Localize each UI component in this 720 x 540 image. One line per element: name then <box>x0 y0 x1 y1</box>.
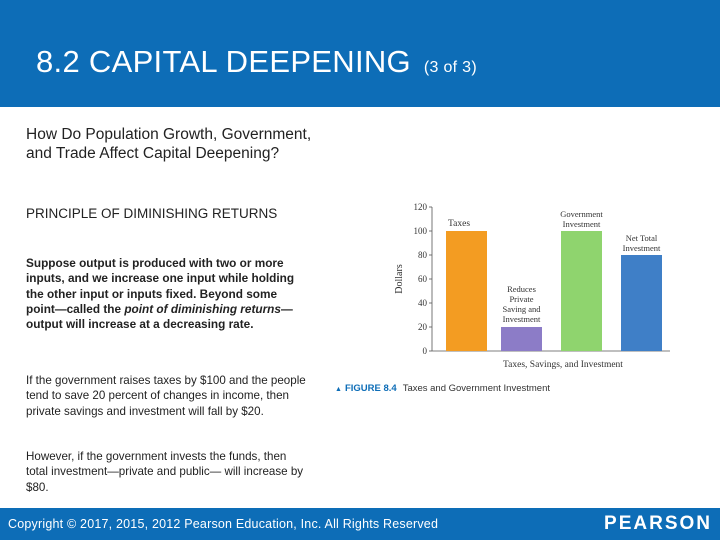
slide-title: 8.2 CAPITAL DEEPENING (3 of 3) <box>36 44 477 80</box>
slide-title-main: 8.2 CAPITAL DEEPENING <box>36 44 411 79</box>
figure-caption: ▲ FIGURE 8.4 Taxes and Government Investme… <box>335 383 635 394</box>
footer-bar: Copyright © 2017, 2015, 2012 Pearson Edu… <box>0 508 720 540</box>
pearson-logo: PEARSON <box>604 513 712 534</box>
category-label-net-line: Investment <box>623 243 661 253</box>
category-label-reduces-line: Reduces <box>507 284 536 294</box>
slide-title-subtitle: (3 of 3) <box>423 59 477 76</box>
bar-4 <box>621 255 662 351</box>
y-axis-title: Dollars <box>394 264 405 294</box>
y-tick-label: 100 <box>414 226 428 236</box>
category-label-reduces-line: Saving and <box>502 304 541 314</box>
category-label-reduces-line: Private <box>509 294 533 304</box>
category-label-government-line: Government <box>560 209 603 219</box>
category-label-government-line: Investment <box>563 219 601 229</box>
y-tick-label: 20 <box>418 322 428 332</box>
bar-1 <box>446 231 487 351</box>
principle-paragraph: Suppose output is produced with two or m… <box>26 256 306 332</box>
y-tick-label: 80 <box>418 250 428 260</box>
bar-2 <box>501 327 542 351</box>
taxes-paragraph: If the government raises taxes by $100 a… <box>26 374 306 418</box>
principle-heading: PRINCIPLE OF DIMINISHING RETURNS <box>26 206 278 221</box>
principle-text-part1: Suppose output is produced with two or m… <box>26 256 295 316</box>
category-label-reduces-line: Investment <box>503 314 541 324</box>
principle-text-part2: —output will increase at a decreasing ra… <box>26 301 293 332</box>
figure-label: FIGURE 8.4 <box>344 383 397 394</box>
taxes-investment-chart: 0 20 40 60 80 100 120 Dollars Taxes ReducesPrivat… <box>394 202 670 370</box>
bar-3 <box>561 231 602 351</box>
caption-triangle-icon: ▲ <box>335 386 342 393</box>
copyright-text: Copyright © 2017, 2015, 2012 Pearson Edu… <box>8 517 439 531</box>
principle-text-italic: point of diminishing returns <box>124 301 281 316</box>
y-tick-label: 120 <box>414 202 428 212</box>
investment-paragraph: However, if the government invests the f… <box>26 450 304 494</box>
category-label-taxes: Taxes <box>448 219 470 229</box>
category-label-net-line: Net Total <box>626 233 658 243</box>
header-bar: 8.2 CAPITAL DEEPENING (3 of 3) <box>0 0 720 107</box>
y-tick-label: 60 <box>418 274 428 284</box>
x-axis-title: Taxes, Savings, and Investment <box>503 360 623 370</box>
question-heading: How Do Population Growth, Government, an… <box>26 126 312 162</box>
figure-caption-text: Taxes and Government Investment <box>402 383 551 394</box>
y-tick-label: 0 <box>423 346 428 356</box>
y-tick-label: 40 <box>418 298 428 308</box>
